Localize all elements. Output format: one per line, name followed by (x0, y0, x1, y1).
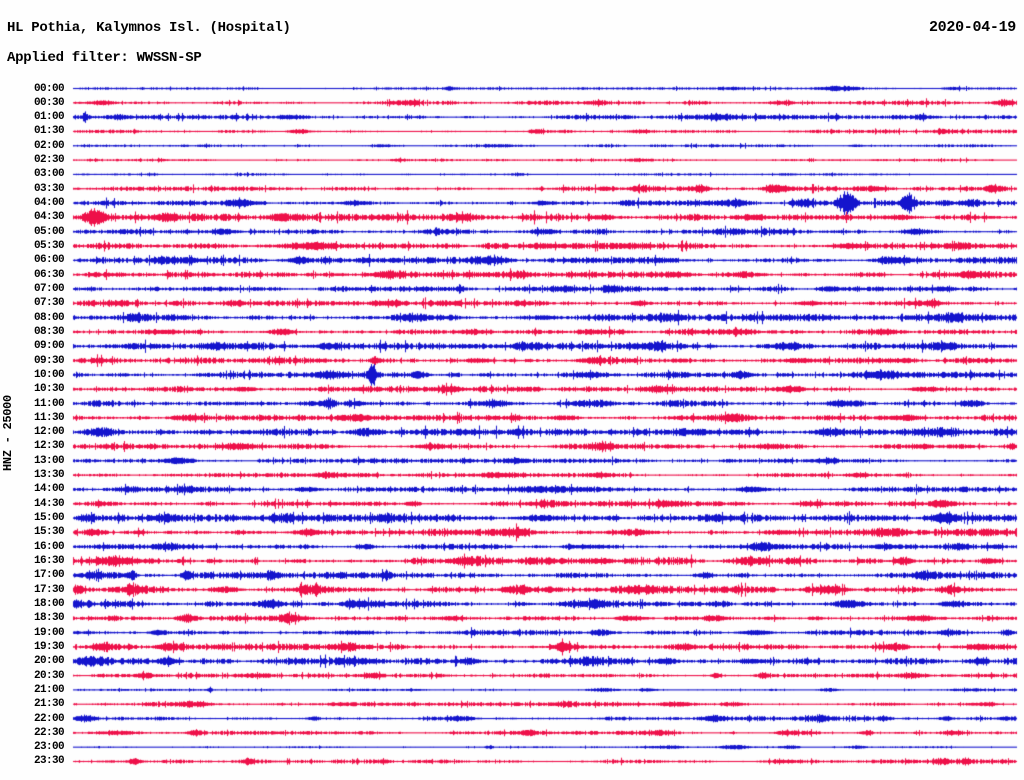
row-time-label: 13:30 (33, 469, 65, 482)
row-time-label: 18:30 (33, 612, 65, 625)
row-time-label: 09:30 (33, 354, 65, 367)
row-time-label: 21:30 (33, 698, 65, 711)
row-time-label: 22:00 (33, 712, 65, 725)
row-time-label: 05:00 (33, 225, 65, 238)
row-time-label: 19:00 (33, 626, 65, 639)
row-time-label: 23:30 (33, 755, 65, 768)
row-time-label: 05:30 (33, 240, 65, 252)
row-time-label: 04:30 (33, 211, 65, 224)
row-time-label: 18:00 (33, 597, 65, 610)
row-time-label: 04:00 (33, 197, 65, 210)
row-time-label: 15:00 (33, 512, 65, 525)
row-time-label: 16:30 (33, 555, 65, 568)
row-time-label: 06:00 (33, 254, 65, 267)
row-time-label: 02:00 (33, 139, 65, 152)
row-time-label: 17:00 (33, 569, 65, 582)
row-time-label: 09:00 (33, 340, 65, 353)
row-time-label: 03:00 (33, 168, 65, 181)
row-time-label: 16:00 (33, 540, 65, 553)
row-time-label: 10:00 (33, 368, 65, 381)
row-time-label: 20:30 (33, 669, 65, 682)
row-time-label: 23:00 (33, 741, 65, 754)
row-time-label: 12:30 (33, 440, 65, 453)
row-time-label: 12:00 (33, 426, 65, 439)
row-time-label: 00:00 (33, 82, 65, 95)
row-time-label: 19:30 (33, 640, 65, 653)
row-time-label: 13:00 (33, 454, 65, 467)
row-time-label: 10:30 (33, 383, 65, 396)
row-time-label: 08:30 (33, 325, 65, 338)
row-time-label: 21:00 (33, 683, 65, 696)
row-time-label: 01:00 (33, 111, 65, 124)
row-time-label: 02:30 (33, 154, 65, 167)
row-time-label: 22:30 (33, 726, 65, 739)
row-time-label: 00:30 (33, 96, 65, 109)
row-time-label: 17:30 (33, 583, 65, 596)
row-time-label: 11:00 (33, 397, 65, 410)
row-time-label: 01:30 (33, 125, 65, 138)
row-time-label: 07:30 (33, 297, 65, 310)
row-time-label: 08:00 (33, 311, 65, 324)
row-time-label: 15:30 (33, 526, 65, 539)
row-time-label: 14:30 (33, 497, 65, 510)
row-time-label: 11:30 (33, 411, 65, 424)
row-time-label: 20:00 (33, 655, 65, 668)
row-time-label: 14:00 (33, 483, 65, 496)
row-time-label: 03:30 (33, 182, 65, 195)
row-time-label: 07:00 (33, 282, 65, 295)
row-time-label: 06:30 (33, 268, 65, 281)
